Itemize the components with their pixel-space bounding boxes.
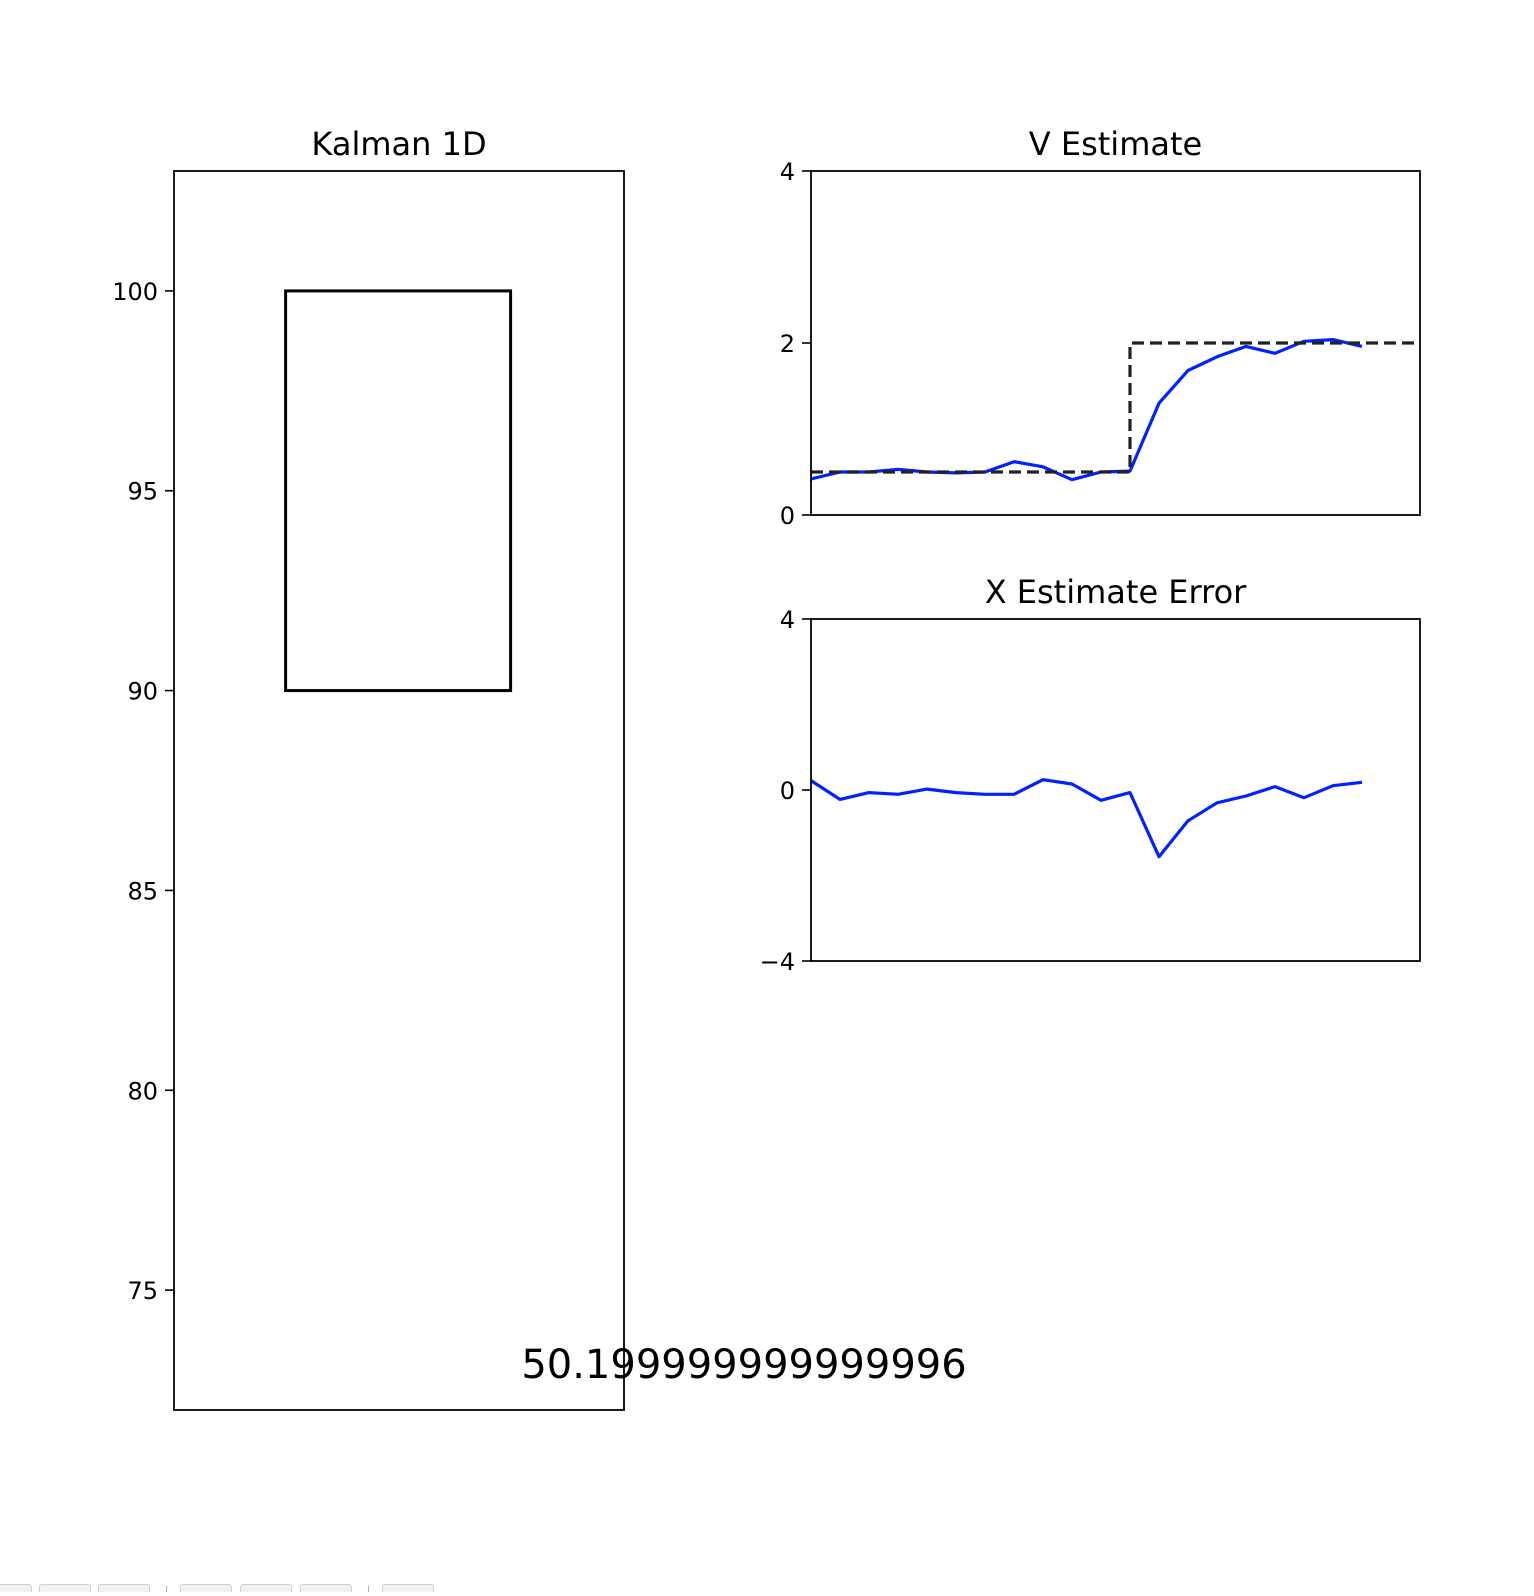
- axes-frame: [810, 170, 1421, 516]
- true-value-line: [811, 341, 1420, 474]
- time-annotation: 50.199999999999996: [521, 1342, 966, 1388]
- toolbar: [0, 1584, 1534, 1592]
- zoom-button[interactable]: [240, 1584, 292, 1592]
- save-button[interactable]: [382, 1584, 434, 1592]
- home-button[interactable]: [0, 1584, 32, 1592]
- y-tick-label: 75: [127, 1277, 158, 1305]
- estimate-line: [810, 778, 1363, 859]
- axes-frame: [810, 618, 1421, 962]
- axes-title: Kalman 1D: [311, 125, 486, 163]
- axes-title: X Estimate Error: [985, 573, 1247, 611]
- toolbar-separator: [166, 1586, 167, 1592]
- y-tick-label: −4: [760, 948, 795, 976]
- toolbar-separator: [368, 1586, 369, 1592]
- y-tick-label: 90: [127, 678, 158, 706]
- y-tick-label: 100: [112, 278, 158, 306]
- y-tick-label: 4: [780, 606, 795, 634]
- y-tick-label: 0: [780, 777, 795, 805]
- estimate-line: [810, 338, 1363, 482]
- v-estimate-axes: V Estimate 0 2 4: [780, 125, 1421, 530]
- y-tick-label: 95: [127, 478, 158, 506]
- axes-title: V Estimate: [1029, 125, 1202, 163]
- pan-button[interactable]: [180, 1584, 232, 1592]
- configure-subplots-button[interactable]: [300, 1584, 352, 1592]
- position-rectangle: [284, 289, 513, 693]
- kalman-1d-axes: Kalman 1D 75 80 85 90 95 100: [112, 125, 625, 1411]
- axes-frame: [173, 170, 625, 1411]
- y-tick-label: 4: [780, 158, 795, 186]
- x-estimate-error-axes: X Estimate Error −4 0 4: [760, 573, 1421, 976]
- y-tick-label: 2: [780, 330, 795, 358]
- forward-button[interactable]: [98, 1584, 150, 1592]
- back-button[interactable]: [39, 1584, 91, 1592]
- y-tick-label: 80: [127, 1077, 158, 1105]
- y-tick-label: 85: [127, 877, 158, 905]
- y-tick-label: 0: [780, 502, 795, 530]
